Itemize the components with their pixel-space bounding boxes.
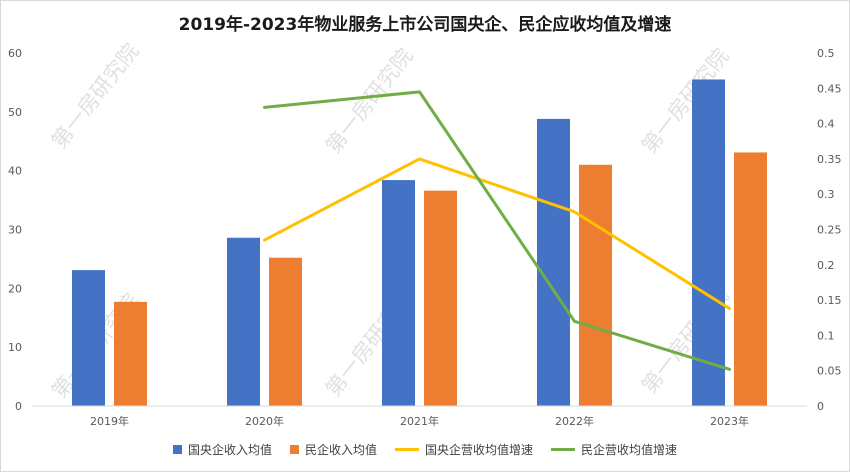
- y-right-tick-label: 0.35: [817, 153, 842, 166]
- legend: 国央企收入均值 民企收入均值 国央企营收均值增速 民企营收均值增速: [0, 441, 850, 458]
- y-left-tick-label: 40: [8, 165, 22, 178]
- y-right-tick-label: 0.15: [817, 294, 842, 307]
- y-left-tick-label: 50: [8, 106, 22, 119]
- x-category-label: 2023年: [710, 414, 749, 428]
- legend-item: 国央企营收均值增速: [395, 441, 533, 458]
- watermark-text: 第一房研究院: [47, 39, 143, 153]
- y-right-tick-label: 0.1: [817, 329, 835, 342]
- bar: [72, 270, 105, 406]
- legend-swatch: [289, 445, 299, 454]
- y-left-tick-label: 30: [8, 224, 22, 237]
- bar: [269, 257, 302, 406]
- bar: [227, 237, 260, 406]
- series-line: [263, 90, 731, 371]
- x-category-label: 2020年: [245, 414, 284, 428]
- y-right-tick-label: 0.2: [817, 259, 835, 272]
- legend-item: 国央企收入均值: [172, 441, 272, 458]
- legend-item: 民企收入均值: [289, 441, 377, 458]
- x-category-label: 2022年: [555, 414, 594, 428]
- y-right-tick-label: 0.4: [817, 118, 835, 131]
- y-left-tick-label: 10: [8, 341, 22, 354]
- legend-label: 民企收入均值: [304, 443, 377, 457]
- bar: [382, 180, 415, 406]
- x-category-label: 2021年: [400, 414, 439, 428]
- y-right-tick-label: 0.25: [817, 224, 842, 237]
- bar: [579, 164, 612, 406]
- legend-item: 民企营收均值增速: [551, 441, 677, 458]
- bar: [734, 152, 767, 406]
- legend-label: 民企营收均值增速: [581, 443, 678, 457]
- y-right-tick-label: 0.05: [817, 365, 842, 378]
- legend-label: 国央企收入均值: [187, 443, 272, 457]
- y-right-tick-label: 0.45: [817, 82, 842, 95]
- legend-swatch: [395, 448, 419, 451]
- bar: [424, 190, 457, 406]
- legend-label: 国央企营收均值增速: [425, 443, 534, 457]
- y-right-tick-label: 0.5: [817, 47, 835, 60]
- series-line: [263, 157, 731, 311]
- bar: [692, 79, 725, 406]
- legend-swatch: [551, 448, 576, 451]
- chart-title: 2019年-2023年物业服务上市公司国央企、民企应收均值及增速: [178, 15, 672, 35]
- y-left-tick-label: 20: [8, 282, 22, 295]
- bar: [537, 118, 570, 406]
- y-left-tick-label: 0: [15, 400, 22, 413]
- y-right-tick-label: 0: [817, 400, 824, 413]
- y-left-tick-label: 60: [8, 47, 22, 60]
- x-category-label: 2019年: [90, 414, 129, 428]
- bar: [114, 301, 147, 406]
- legend-swatch: [172, 445, 182, 454]
- y-right-tick-label: 0.3: [817, 188, 835, 201]
